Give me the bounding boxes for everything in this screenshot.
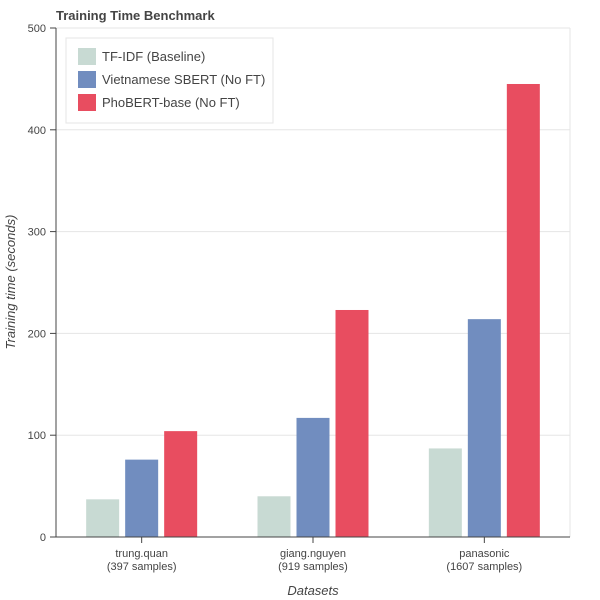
- legend-swatch: [78, 71, 96, 88]
- legend-swatch: [78, 48, 96, 65]
- bars: [86, 83, 540, 538]
- y-tick-label: 0: [40, 532, 46, 544]
- y-tick-label: 100: [28, 430, 46, 442]
- x-axis-label: Datasets: [287, 583, 339, 598]
- grid-lines: [56, 27, 571, 537]
- legend-swatch: [78, 94, 96, 111]
- y-tick-label: 400: [28, 125, 46, 137]
- legend-label: PhoBERT-base (No FT): [102, 95, 240, 110]
- y-tick-label: 300: [28, 227, 46, 239]
- legend: TF-IDF (Baseline) Vietnamese SBERT (No FT…: [65, 37, 274, 124]
- chart-title: Training Time Benchmark: [56, 8, 215, 23]
- legend-box: [65, 37, 274, 124]
- legend-label: TF-IDF (Baseline): [102, 49, 205, 64]
- bar: [86, 499, 120, 537]
- legend-label: Vietnamese SBERT (No FT): [102, 72, 265, 87]
- bar: [335, 309, 369, 537]
- x-tick-label: panasonic (1607 samples): [446, 548, 522, 573]
- bar: [467, 319, 501, 537]
- y-tick-label: 500: [28, 23, 46, 35]
- x-tick-label: giang.nguyen (919 samples): [278, 548, 348, 573]
- y-tick-label: 200: [28, 328, 46, 340]
- x-tick-label: trung.quan (397 samples): [107, 548, 177, 573]
- bar: [125, 459, 159, 537]
- bar: [506, 83, 540, 538]
- bar: [257, 496, 291, 537]
- axes: trung.quan (397 samples) giang.nguyen (919 …: [28, 23, 570, 573]
- bar: [164, 431, 198, 537]
- bar: [428, 448, 462, 537]
- y-axis-label: Training time (seconds): [3, 215, 18, 350]
- bar: [296, 417, 330, 537]
